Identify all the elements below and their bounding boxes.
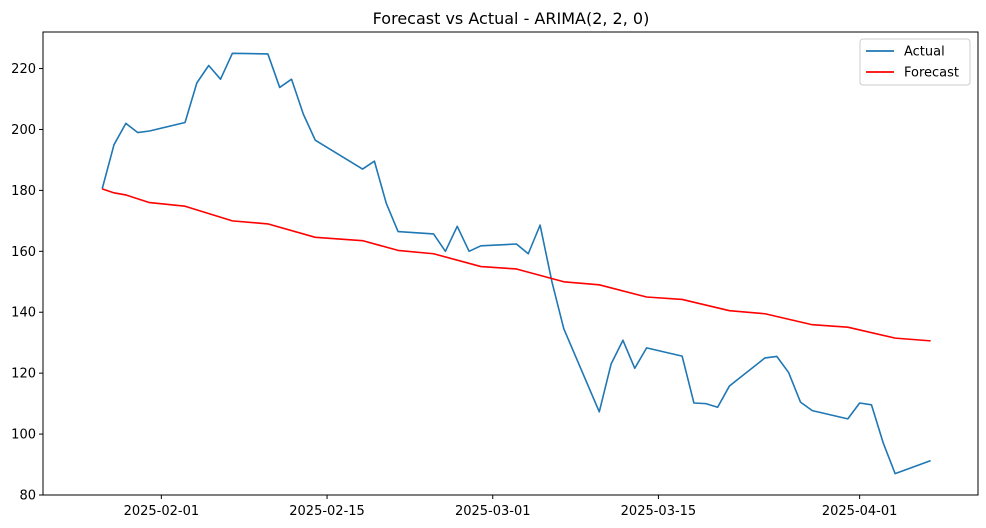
y-tick-label: 160: [11, 245, 36, 260]
y-tick-label: 80: [19, 489, 36, 504]
plot-area: [43, 32, 978, 495]
plot-frame: [42, 31, 979, 496]
y-tick-label: 180: [11, 184, 36, 199]
x-tick-label: 2025-03-01: [455, 504, 531, 519]
axes-layer: 80 100 120 140 160 180 200 220 2025-02-01 2025-02…: [11, 62, 897, 519]
x-tick-label: 2025-02-01: [124, 504, 200, 519]
y-tick-label: 120: [11, 367, 36, 382]
legend-label-forecast: Forecast: [904, 66, 959, 81]
series-line-forecast: [101, 188, 931, 342]
y-tick-label: 220: [11, 62, 36, 77]
legend-label-actual: Actual: [904, 45, 945, 60]
y-tick-label: 100: [11, 428, 36, 443]
x-tick-label: 2025-03-15: [621, 504, 697, 519]
chart-title: Forecast vs Actual - ARIMA(2, 2, 0): [373, 9, 650, 28]
x-tick-label: 2025-04-01: [822, 504, 898, 519]
x-tick-label: 2025-02-15: [289, 504, 365, 519]
y-tick-label: 200: [11, 123, 36, 138]
series-line-actual: [101, 52, 931, 475]
y-tick-label: 140: [11, 306, 36, 321]
legend: Actual Forecast: [859, 38, 971, 86]
series-layer: [101, 52, 931, 475]
